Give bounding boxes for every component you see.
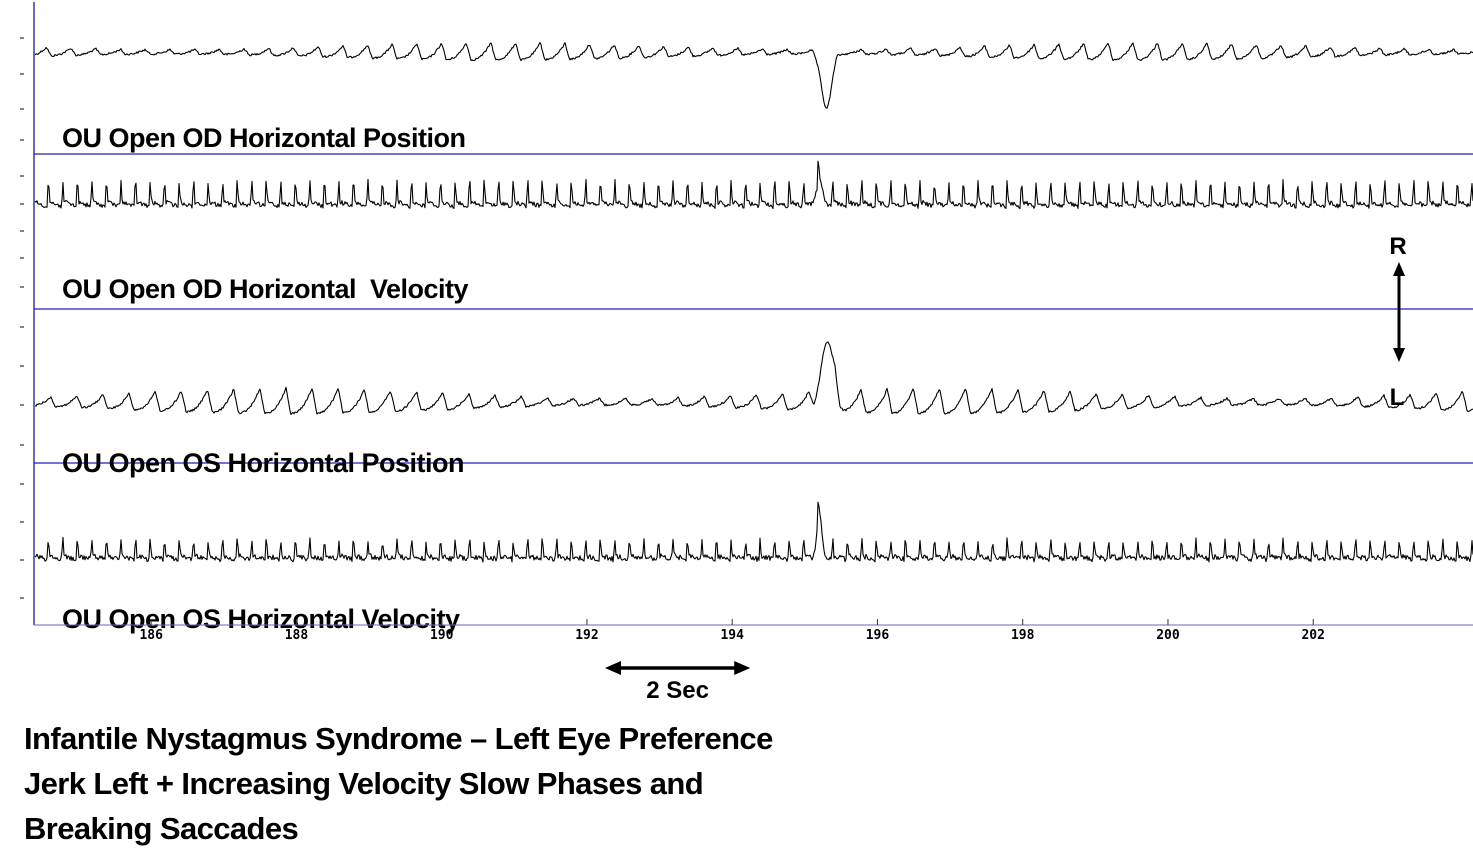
time-tick-label: 192 [575, 628, 598, 643]
direction-label-right: R [1389, 233, 1406, 260]
caption-line-3: Breaking Saccades [24, 811, 299, 846]
time-tick-label: 190 [430, 628, 454, 643]
caption-line-1: Infantile Nystagmus Syndrome – Left Eye … [24, 721, 773, 756]
time-tick-label: 200 [1156, 628, 1180, 643]
traces [34, 42, 1473, 563]
time-tick-label: 196 [866, 628, 890, 643]
time-tick-label: 202 [1301, 628, 1324, 643]
time-tick-label: 186 [139, 628, 163, 643]
trace-4 [34, 501, 1473, 563]
time-tick-label: 188 [285, 628, 309, 643]
arrow-right-icon [734, 661, 751, 675]
time-scale-bar: 2 Sec [604, 661, 751, 700]
scale-bar-label: 2 Sec [646, 677, 709, 700]
trace-1 [34, 42, 1473, 109]
trace-label-od-position: OU Open OD Horizontal Position [62, 123, 466, 153]
trace-2 [34, 160, 1473, 210]
arrow-left-icon [604, 661, 621, 675]
time-tick-label: 198 [1011, 628, 1035, 643]
left-axis-ticks [20, 37, 24, 599]
trace-3 [34, 341, 1473, 416]
arrow-up-icon [1393, 262, 1405, 276]
trace-label-os-position: OU Open OS Horizontal Position [62, 448, 464, 478]
trace-label-os-velocity: OU Open OS Horizontal Velocity [62, 604, 460, 634]
time-axis-ticks: 186 188 190 192 194 196 198 200 202 [139, 619, 1325, 643]
trace-label-od-velocity: OU Open OD Horizontal Velocity [62, 274, 469, 304]
nystagmus-recording: OU Open OD Horizontal Position OU Open O… [20, 2, 1473, 700]
arrow-down-icon [1393, 348, 1405, 362]
direction-label-left: L [1390, 384, 1405, 411]
time-tick-label: 194 [720, 628, 744, 643]
figure-caption: Infantile Nystagmus Syndrome – Left Eye … [24, 716, 924, 851]
caption-line-2: Jerk Left + Increasing Velocity Slow Pha… [24, 766, 704, 801]
direction-marker: R L [1389, 233, 1406, 411]
channel-dividers [34, 153, 1473, 464]
